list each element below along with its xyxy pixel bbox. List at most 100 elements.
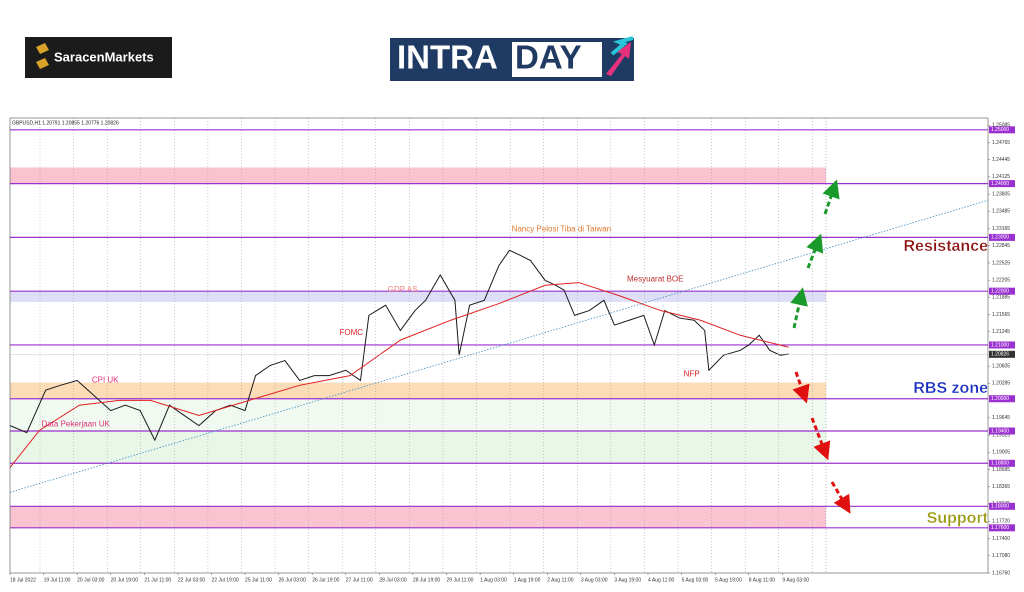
- level-tag: [989, 180, 1015, 188]
- y-tick-label: 1.19005: [992, 450, 1010, 456]
- projection-arrows: [790, 179, 851, 514]
- level-label: 1.20000: [991, 396, 1009, 402]
- level-tag: [989, 502, 1015, 510]
- y-tick-label: 1.18685: [992, 467, 1010, 473]
- y-tick-label: 1.20605: [992, 364, 1010, 370]
- x-tick-label: 22 Jul 03:00: [178, 577, 205, 583]
- x-tick-label: 20 Jul 03:00: [77, 577, 104, 583]
- y-tick-label: 1.22525: [992, 260, 1010, 266]
- price-line: [9, 199, 989, 493]
- level-tag: [989, 459, 1015, 467]
- event-annotation: FOMC: [339, 328, 363, 337]
- price-line: [9, 249, 789, 442]
- level-label: 1.17600: [991, 525, 1009, 531]
- zone: [10, 431, 826, 464]
- y-tick-label: 1.17080: [992, 553, 1010, 559]
- up-arrow: [806, 233, 824, 269]
- y-tick-label: 1.21885: [992, 295, 1010, 301]
- broker-logo: SaracenMarkets: [25, 37, 172, 78]
- level-label: 1.21000: [991, 342, 1009, 348]
- zone: [10, 167, 826, 184]
- level-label: 1.25000: [991, 127, 1009, 133]
- x-tick-label: 28 Jul 19:00: [413, 577, 440, 583]
- y-tick-label: 1.22205: [992, 277, 1010, 283]
- x-tick-label: 8 Aug 11:00: [749, 577, 776, 583]
- level-label: 1.22000: [991, 289, 1009, 295]
- y-tick-label: 1.22845: [992, 243, 1010, 249]
- intraday-logo: INTRA DAY: [390, 36, 634, 81]
- x-tick-label: 20 Jul 19:00: [111, 577, 138, 583]
- broker-name: SaracenMarkets: [54, 49, 154, 64]
- zone-label: Resistance: [904, 238, 989, 255]
- chart-header: GBPUSD,H1 1.20791 1.20855 1.20776 1.2082…: [12, 120, 119, 126]
- x-tick-label: 19 Jul 11:00: [44, 577, 71, 583]
- y-tick-label: 1.19325: [992, 432, 1010, 438]
- plot-frame: [9, 117, 989, 574]
- current-price-label: 1.20826: [991, 352, 1009, 358]
- x-tick-label: 4 Aug 11:00: [648, 577, 675, 583]
- y-tick-label: 1.19645: [992, 415, 1010, 421]
- level-tag: [989, 524, 1015, 532]
- down-arrow: [830, 481, 851, 514]
- zone: [10, 382, 826, 399]
- x-tick-label: 9 Aug 03:00: [782, 577, 809, 583]
- event-annotation: NFP: [684, 370, 700, 379]
- level-label: 1.23000: [991, 235, 1009, 241]
- event-annotation: Nancy Pelosi Tiba di Taiwan: [512, 224, 611, 233]
- level-tag: [989, 233, 1015, 241]
- y-tick-label: 1.24765: [992, 140, 1010, 146]
- x-tick-label: 22 Jul 19:00: [211, 577, 238, 583]
- up-arrow: [822, 179, 840, 215]
- x-tick-label: 28 Jul 03:00: [379, 577, 406, 583]
- y-tick-label: 1.23165: [992, 226, 1010, 232]
- x-tick-label: 1 Aug 19:00: [514, 577, 541, 583]
- zone: [10, 506, 826, 528]
- event-annotation: Mesyuarat BOE: [627, 274, 683, 283]
- level-tag: [989, 341, 1015, 349]
- y-tick-label: 1.21565: [992, 312, 1010, 318]
- x-tick-label: 26 Jul 03:00: [279, 577, 306, 583]
- y-tick-label: 1.20285: [992, 381, 1010, 387]
- x-tick-label: 1 Aug 03:00: [480, 577, 507, 583]
- zone: [10, 291, 826, 302]
- x-tick-label: 3 Aug 03:00: [581, 577, 608, 583]
- y-tick-label: 1.23485: [992, 209, 1010, 215]
- level-tag: [989, 126, 1015, 134]
- zone: [10, 398, 826, 432]
- x-tick-label: 29 Jul 11:00: [447, 577, 474, 583]
- down-arrow: [792, 371, 810, 404]
- x-tick-label: 5 Aug 19:00: [715, 577, 742, 583]
- y-tick-label: 1.21245: [992, 329, 1010, 335]
- x-tick-label: 2 Aug 11:00: [547, 577, 574, 583]
- x-tick-label: 27 Jul 11:00: [346, 577, 373, 583]
- x-tick-label: 3 Aug 19:00: [614, 577, 641, 583]
- y-tick-label: 1.24125: [992, 174, 1010, 180]
- y-tick-label: 1.25085: [992, 123, 1010, 129]
- x-tick-label: 18 Jul 2022: [10, 577, 36, 583]
- level-tag: [989, 395, 1015, 403]
- current-price-tag: [989, 350, 1015, 358]
- level-label: 1.19400: [991, 428, 1009, 434]
- y-tick-label: 1.24445: [992, 157, 1010, 163]
- price-line: [9, 282, 789, 468]
- y-tick-label: 1.23805: [992, 191, 1010, 197]
- logo-intra: INTRA: [397, 39, 498, 76]
- level-label: 1.18800: [991, 461, 1009, 467]
- y-tick-label: 1.18365: [992, 484, 1010, 490]
- event-annotation: GDP AS: [388, 285, 418, 294]
- level-tag: [989, 427, 1015, 435]
- down-arrow: [810, 417, 831, 461]
- event-annotation: Data Pekerjaan UK: [41, 420, 110, 429]
- zone-label: RBS zone: [913, 380, 988, 397]
- x-tick-label: 26 Jul 19:00: [312, 577, 339, 583]
- level-tag: [989, 287, 1015, 295]
- y-tick-label: 1.17720: [992, 519, 1010, 525]
- x-tick-label: 25 Jul 11:00: [245, 577, 272, 583]
- x-tick-label: 5 Aug 03:00: [682, 577, 709, 583]
- y-tick-label: 1.16760: [992, 570, 1010, 576]
- level-label: 1.24000: [991, 181, 1009, 187]
- level-label: 1.18000: [991, 504, 1009, 510]
- event-annotation: CPI UK: [92, 376, 119, 385]
